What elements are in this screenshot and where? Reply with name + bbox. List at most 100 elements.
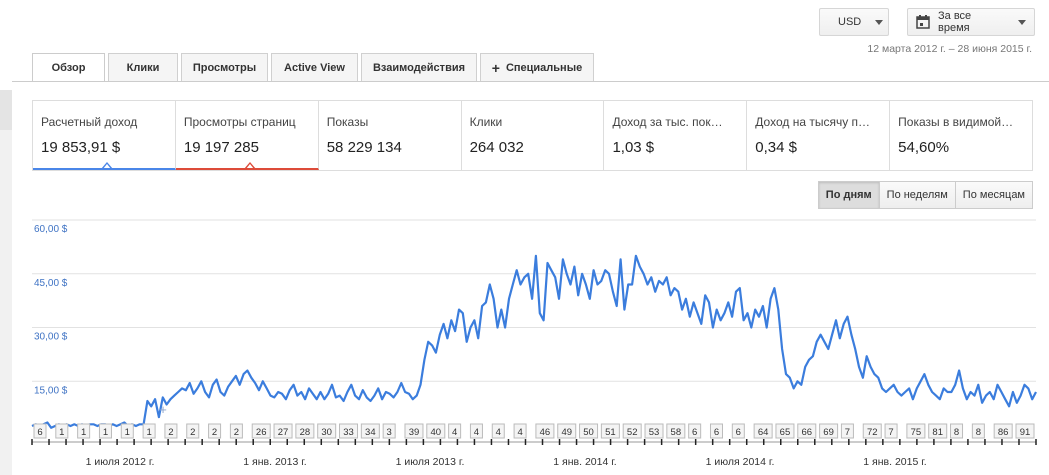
calendar-icon [916, 15, 930, 29]
metric-label: Клики [469, 115, 503, 129]
annotation-label: 65 [780, 427, 791, 438]
tab-clicks[interactable]: Клики [108, 53, 178, 81]
annotation-marker [142, 423, 156, 439]
annotation-label: 7 [888, 427, 893, 438]
x-tick-label: 1 янв. 2014 г. [553, 456, 616, 468]
report-tabs: Обзор Клики Просмотры Active View Взаимо… [32, 53, 594, 82]
annotation-label: 4 [474, 427, 479, 438]
annotation-marker [33, 423, 47, 439]
tab-active-view[interactable]: Active View [271, 53, 358, 81]
tab-views[interactable]: Просмотры [181, 53, 268, 81]
annotation-marker [884, 423, 898, 439]
revenue-line-chart: 15,00 $ 30,00 $ 45,00 $ 60,00 $ 6 1 1 1 1 1 2 2 2 2 26… [31, 219, 1037, 468]
annotation-label: 7 [845, 427, 850, 438]
metric-estimated-revenue[interactable]: Расчетный доход 19 853,91 $ [33, 101, 176, 170]
annotation-marker [295, 423, 315, 439]
annotation-marker [382, 423, 396, 439]
annotation-label: 33 [343, 427, 354, 438]
annotation-label: 51 [605, 427, 616, 438]
by-day-button[interactable]: По дням [817, 181, 880, 209]
annotation-marker [208, 423, 222, 439]
annotation-marker [950, 423, 964, 439]
tab-custom[interactable]: + Специальные [480, 53, 594, 81]
annotation-label: 6 [714, 427, 719, 438]
y-tick-label: 60,00 $ [34, 224, 68, 235]
metric-label: Просмотры страниц [183, 115, 296, 129]
metric-value: 19 197 285 [183, 139, 259, 156]
annotation-label: 2 [234, 427, 239, 438]
metric-label: Показы в видимой… [898, 115, 1014, 129]
annotation-label: 49 [561, 427, 572, 438]
metric-label: Доход на тысячу п… [755, 115, 871, 129]
x-tick-label: 1 янв. 2015 г. [863, 456, 926, 468]
annotation-label: 66 [801, 427, 812, 438]
annotation-marker [426, 423, 446, 439]
annotation-label: 28 [300, 427, 311, 438]
annotation-label: 26 [256, 427, 267, 438]
annotation-marker [753, 423, 773, 439]
metric-page-views[interactable]: Просмотры страниц 19 197 285 [175, 101, 319, 170]
add-annotation-plus-icon: + [159, 402, 167, 417]
selected-indicator-icon [101, 162, 113, 168]
annotation-label: 58 [671, 427, 682, 438]
annotation-marker [797, 423, 817, 439]
metric-clicks[interactable]: Клики 264 032 [462, 101, 605, 170]
annotation-marker [928, 423, 948, 439]
annotation-label: 6 [37, 427, 42, 438]
x-tick-label: 1 июля 2012 г. [86, 456, 155, 468]
metric-label: Расчетный доход [41, 115, 138, 129]
by-month-button[interactable]: По месяцам [954, 181, 1033, 209]
annotation-label: 27 [278, 427, 289, 438]
annotation-label: 64 [758, 427, 769, 438]
currency-dropdown[interactable]: USD [819, 8, 889, 36]
annotation-marker [404, 423, 424, 439]
metric-viewable-impressions[interactable]: Показы в видимой… 54,60% [890, 101, 1032, 170]
metric-impressions[interactable]: Показы 58 229 134 [319, 101, 462, 170]
tab-label: Просмотры [192, 61, 257, 74]
tab-overview[interactable]: Обзор [32, 53, 105, 82]
metric-label: Показы [326, 115, 369, 129]
metric-value: 19 853,91 $ [41, 139, 121, 156]
selected-indicator-icon [243, 162, 256, 168]
annotation-label: 34 [365, 427, 376, 438]
annotation-marker [840, 423, 854, 439]
date-range-dropdown[interactable]: За все время [907, 8, 1035, 36]
annotation-label: 69 [823, 427, 834, 438]
y-tick-label: 30,00 $ [34, 332, 68, 343]
annotation-marker [862, 423, 882, 439]
annotation-marker [164, 423, 178, 439]
plus-icon: + [491, 59, 500, 76]
annotation-marker [775, 423, 795, 439]
annotation-label: 81 [932, 427, 943, 438]
annotation-label: 3 [387, 427, 392, 438]
metric-impression-rpm[interactable]: Доход за тыс. пок… 1,03 $ [604, 101, 748, 170]
by-week-button[interactable]: По неделям [878, 181, 956, 209]
annotation-label: 72 [867, 427, 878, 438]
tab-label: Специальные [505, 61, 583, 74]
annotation-marker [819, 423, 839, 439]
annotation-label: 2 [212, 427, 217, 438]
left-sidebar-marker [0, 90, 12, 130]
annotation-marker [622, 423, 642, 439]
tab-interactions[interactable]: Взаимодействия [361, 53, 477, 81]
annotation-label: 39 [409, 427, 420, 438]
annotation-marker [644, 423, 664, 439]
top-controls: USD За все время [819, 8, 1035, 36]
annotation-marker [709, 423, 723, 439]
metric-value: 0,34 $ [755, 139, 798, 156]
annotation-label: 8 [954, 427, 959, 438]
annotation-marker [360, 423, 380, 439]
annotation-marker [906, 423, 926, 439]
annotation-marker [273, 423, 293, 439]
tab-label: Взаимодействия [372, 61, 466, 74]
x-tick-label: 1 янв. 2013 г. [243, 456, 306, 468]
metric-page-rpm[interactable]: Доход на тысячу п… 0,34 $ [747, 101, 891, 170]
annotation-marker [55, 423, 69, 439]
annotation-marker [731, 423, 745, 439]
annotation-label: 50 [583, 427, 594, 438]
annotation-marker [513, 423, 527, 439]
annotation-marker [993, 423, 1013, 439]
annotation-marker [688, 423, 702, 439]
annotation-label: 30 [321, 427, 332, 438]
date-range-label: За все время [938, 10, 972, 34]
